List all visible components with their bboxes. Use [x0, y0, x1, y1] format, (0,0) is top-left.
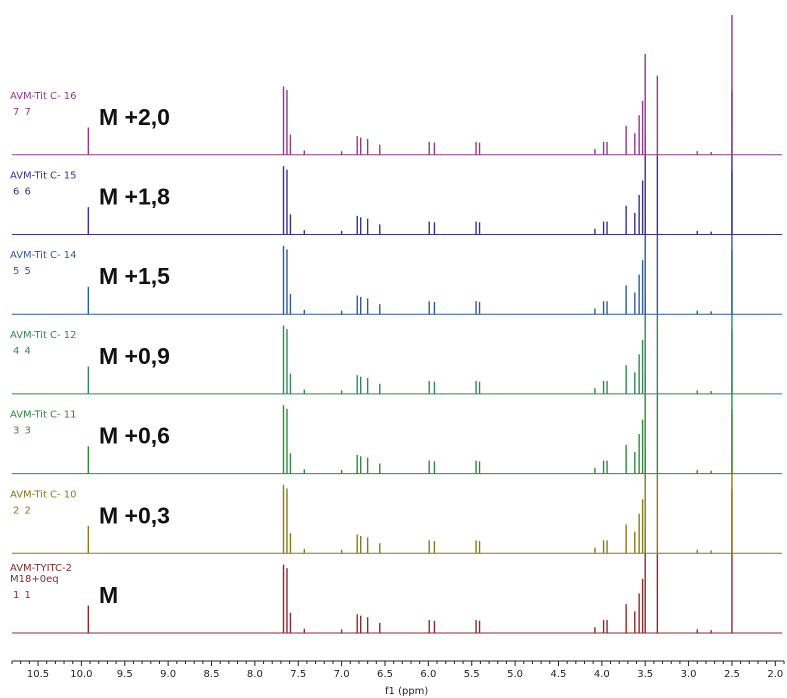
experiment-name: AVM-TYITC-2: [10, 563, 72, 574]
tick-label: 4.0: [594, 669, 610, 680]
experiment-id: 3 3: [13, 426, 32, 437]
experiment-name: AVM-Tit C- 10: [10, 489, 77, 500]
tick-label: 2.0: [767, 669, 783, 680]
tick-label: 10.0: [70, 669, 92, 680]
spectrum-trace: [12, 249, 782, 395]
titration-label: M +1,5: [99, 263, 170, 289]
experiment-id: 6 6: [13, 187, 32, 198]
experiment-id: 7 7: [13, 107, 32, 118]
tick-label: 5.5: [464, 669, 480, 680]
experiment-id: 2 2: [13, 505, 32, 516]
titration-label: M +0,6: [99, 423, 170, 449]
tick-label: 10.5: [27, 669, 49, 680]
tick-label: 4.5: [551, 669, 567, 680]
experiment-name: AVM-Tit C- 16: [10, 91, 77, 102]
tick-label: 9.5: [117, 669, 133, 680]
tick-label: 8.5: [204, 669, 220, 680]
experiment-name: AVM-Tit C- 12: [10, 330, 77, 341]
tick-label: 2.5: [724, 669, 740, 680]
experiment-id: 5 5: [13, 266, 32, 277]
x-axis-label: f1 (ppm): [385, 686, 428, 697]
tick-label: 8.0: [247, 669, 263, 680]
tick-label: 6.5: [377, 669, 393, 680]
titration-label: M +1,8: [99, 184, 170, 210]
spectrum-trace: [12, 90, 782, 235]
ppm-axis: 10.5 10.0 9.5 9.0 8.5 8.0 7.5 7.0 6.5 6.0 5.5 5.0 4.…: [11, 660, 785, 697]
experiment-id: 1 1: [13, 590, 32, 601]
titration-label: M +0,9: [99, 343, 170, 369]
tick-label: 6.0: [420, 669, 436, 680]
experiment-id: 4 4: [13, 346, 32, 357]
tick-label: 3.0: [681, 669, 697, 680]
tick-label: 7.0: [334, 669, 350, 680]
spectrum-trace: [12, 15, 782, 156]
spectra-traces: [12, 15, 782, 634]
spectrum-trace: [12, 170, 782, 315]
titration-label: M: [99, 582, 118, 608]
tick-label: 3.5: [637, 669, 653, 680]
tick-label: 9.0: [160, 669, 176, 680]
spectrum-trace: [12, 409, 782, 554]
titration-label: M +2,0: [99, 104, 170, 130]
tick-label: 5.0: [507, 669, 523, 680]
titration-label: M +0,3: [99, 502, 170, 528]
experiment-name: AVM-Tit C- 11: [10, 410, 77, 421]
experiment-name: AVM-Tit C- 15: [10, 171, 77, 182]
experiment-name: AVM-Tit C- 14: [10, 250, 77, 261]
experiment-name: M18+0eq: [10, 574, 59, 585]
tick-label: 7.5: [290, 669, 306, 680]
